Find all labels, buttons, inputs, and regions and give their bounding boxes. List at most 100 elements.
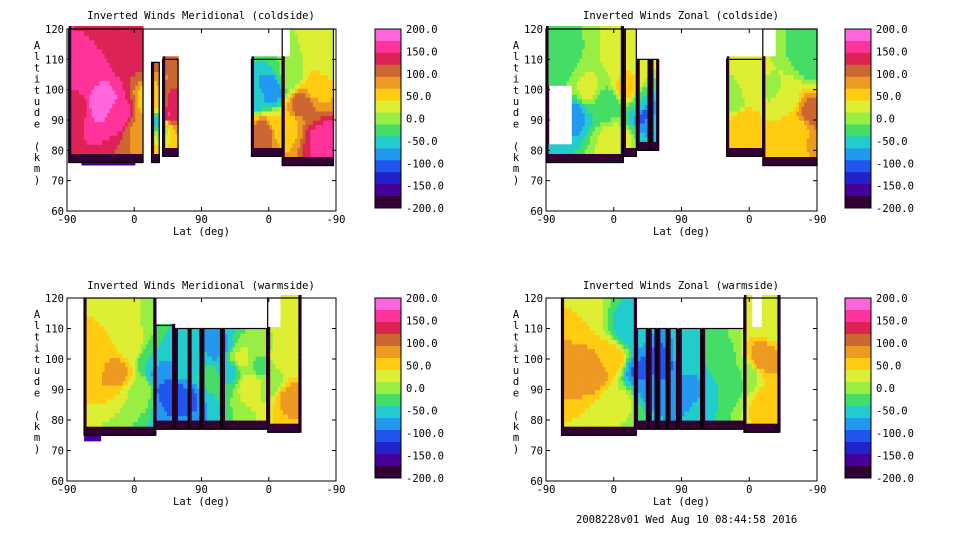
contour-cell [261,151,265,157]
contour-cell [731,92,735,98]
contour-cell [140,407,144,413]
contour-cell [122,148,126,154]
contour-cell [122,407,126,413]
contour-cell [256,106,260,112]
contour-cell [653,68,657,74]
contour-cell [84,39,88,45]
contour-cell [287,147,291,153]
contour-cell [125,352,129,359]
contour-cell [132,85,136,91]
contour-cell [571,117,575,123]
y-tick-label: 70 [51,176,64,188]
contour-cell [595,44,599,50]
contour-cell [637,127,641,133]
contour-cell [151,62,155,68]
contour-cell [102,148,106,154]
contour-cell [726,129,730,135]
contour-cell [264,92,268,98]
contour-cell [84,435,102,442]
contour-cell [587,44,591,50]
contour-cell [79,112,83,118]
contour-cell [137,403,142,409]
contour-cell [783,29,787,35]
contour-cell [91,339,95,345]
contour-cell [574,57,578,63]
contour-cell [325,51,329,57]
contour-cell [86,398,90,404]
contour-cell [104,112,108,118]
contour-cell [256,151,260,157]
contour-cell [167,147,171,153]
contour-cell [86,98,90,104]
contour-cell [94,139,98,145]
contour-cell [798,147,803,153]
contour-cell [597,30,601,36]
colorbar-swatch [845,29,871,42]
contour-cell [161,397,165,403]
contour-cell [161,333,165,339]
contour-cell [602,85,606,91]
contour-cell [165,129,169,135]
contour-cell [140,144,144,150]
contour-cell [773,142,777,148]
contour-cell [323,129,327,135]
contour-cell [623,97,627,103]
contour-cell [584,144,588,150]
contour-cell [579,98,583,104]
contour-cell [91,139,95,145]
contour-cell [768,69,772,76]
contour-cell [623,38,627,44]
contour-cell [615,53,619,59]
contour-cell [307,115,311,121]
contour-cell [130,339,134,345]
contour-cell [289,42,294,48]
contour-cell [84,139,88,145]
contour-cell [328,56,332,62]
contour-cell [297,97,301,103]
contour-cell [564,48,568,54]
contour-cell [81,135,85,141]
contour-cell [132,307,136,313]
contour-cell [328,38,332,44]
contour-cell [561,35,565,41]
contour-cell [318,33,322,39]
contour-cell [112,330,116,336]
contour-cell [323,142,327,148]
contour-cell [323,156,327,162]
contour-cell [320,156,324,162]
contour-cell [323,115,327,121]
contour-cell [589,126,594,132]
colorbar-swatch [845,88,871,101]
contour-cell [597,98,601,104]
contour-cell [325,47,329,53]
contour-cell [148,330,152,336]
contour-cell [618,139,622,145]
contour-cell [122,144,126,150]
contour-cell [99,130,103,136]
contour-cell [571,107,575,113]
contour-cell [125,130,129,136]
contour-cell [602,98,606,104]
contour-cell [73,112,77,118]
contour-cell [264,101,268,107]
contour-cell [282,106,286,112]
contour-cell [107,94,111,100]
contour-cell [94,53,98,59]
contour-cell [143,316,147,322]
contour-cell [125,343,129,349]
contour-cell [811,33,815,39]
colorbar-swatch [845,172,871,185]
contour-cell [76,135,80,141]
contour-cell [94,121,98,127]
contour-cell [71,39,75,45]
contour-cell [117,148,121,154]
contour-cell [584,94,588,100]
contour-cell [613,117,617,123]
contour-cell [739,151,743,157]
contour-cell [114,394,118,400]
contour-cell [99,85,103,91]
contour-cell [289,74,294,80]
contour-cell [137,384,142,391]
contour-cell [297,129,301,135]
contour-cell [167,110,171,117]
